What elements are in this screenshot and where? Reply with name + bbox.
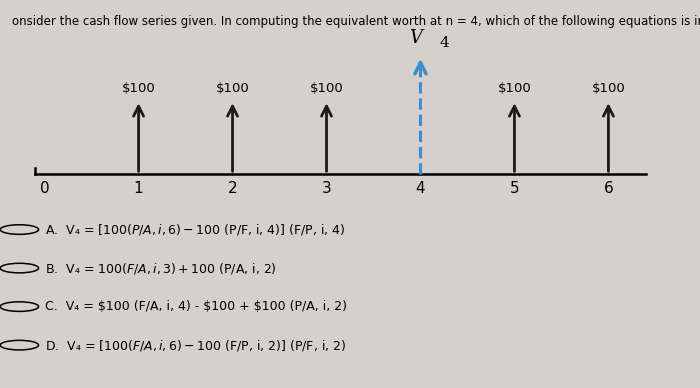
Text: B.  V₄ = $100 (F/A, i, 3) + $100 (P/A, i, 2): B. V₄ = $100 (F/A, i, 3) + $100 (P/A, i,… — [46, 261, 277, 275]
Text: onsider the cash flow series given. In computing the equivalent worth at n = 4, : onsider the cash flow series given. In c… — [12, 16, 700, 28]
Text: D.  V₄ = [$100 (F/A, i, 6) - $100 (F/P, i, 2)] (P/F, i, 2): D. V₄ = [$100 (F/A, i, 6) - $100 (F/P, i… — [46, 338, 346, 353]
Text: 1: 1 — [134, 181, 143, 196]
Text: 0: 0 — [40, 181, 50, 196]
Text: A.  V₄ = [$100 (P/A, i, 6) - $100 (P/F, i, 4)] (F/P, i, 4): A. V₄ = [$100 (P/A, i, 6) - $100 (P/F, i… — [46, 222, 346, 237]
Text: $100: $100 — [216, 82, 249, 95]
Text: 3: 3 — [321, 181, 331, 196]
Text: 4: 4 — [416, 181, 426, 196]
Text: 5: 5 — [510, 181, 519, 196]
Text: 2: 2 — [228, 181, 237, 196]
Text: $100: $100 — [122, 82, 155, 95]
Text: 4: 4 — [439, 36, 449, 50]
Text: 6: 6 — [603, 181, 613, 196]
Text: C.  V₄ = $100 (F/A, i, 4) - $100 + $100 (P/A, i, 2): C. V₄ = $100 (F/A, i, 4) - $100 + $100 (… — [46, 300, 347, 313]
Text: $100: $100 — [309, 82, 344, 95]
Text: $100: $100 — [592, 82, 625, 95]
Text: $100: $100 — [498, 82, 531, 95]
Text: V: V — [410, 29, 422, 47]
